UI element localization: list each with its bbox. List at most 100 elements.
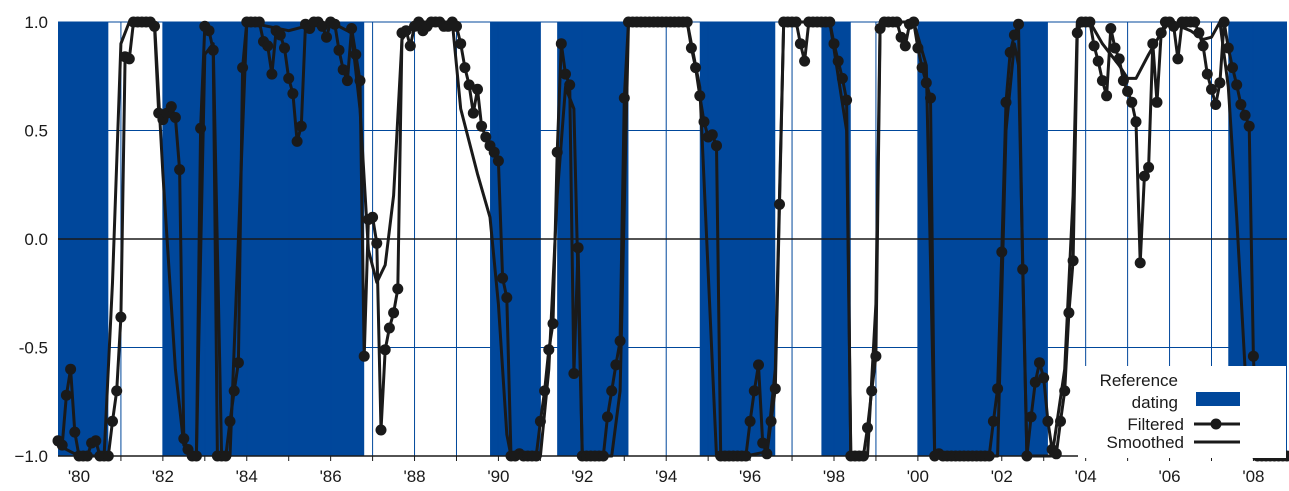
filtered-point [501, 292, 512, 303]
filtered-point [476, 121, 487, 132]
filtered-point [694, 90, 705, 101]
filtered-point [908, 17, 919, 28]
filtered-point [686, 43, 697, 54]
filtered-point [761, 448, 772, 459]
filtered-point [1068, 255, 1079, 266]
filtered-point [682, 17, 693, 28]
filtered-point [1051, 448, 1062, 459]
filtered-point [149, 21, 160, 32]
filtered-point [560, 69, 571, 80]
filtered-point [556, 38, 567, 49]
filtered-point [766, 416, 777, 427]
filtered-point [1198, 40, 1209, 51]
filtered-point [329, 19, 340, 30]
filtered-point [1214, 77, 1225, 88]
filtered-point [1059, 385, 1070, 396]
x-tick-label: '94 [655, 467, 677, 486]
filtered-point [1118, 75, 1129, 86]
filtered-point [711, 140, 722, 151]
filtered-point [1172, 53, 1183, 64]
filtered-point [69, 427, 80, 438]
filtered-point [174, 164, 185, 175]
filtered-point [111, 385, 122, 396]
x-tick-label: '06 [1158, 467, 1180, 486]
filtered-point [1143, 162, 1154, 173]
filtered-point [707, 129, 718, 140]
filtered-point [1005, 47, 1016, 58]
filtered-point [1084, 17, 1095, 28]
filtered-point [1202, 69, 1213, 80]
filtered-point [195, 123, 206, 134]
filtered-point [170, 112, 181, 123]
filtered-point [1235, 99, 1246, 110]
filtered-point [90, 435, 101, 446]
x-tick-label: '82 [152, 467, 174, 486]
filtered-point [493, 155, 504, 166]
filtered-point [1135, 257, 1146, 268]
x-tick-label: '86 [320, 467, 342, 486]
legend-smoothed-label: Smoothed [1107, 433, 1185, 452]
filtered-point [917, 62, 928, 73]
filtered-point [380, 344, 391, 355]
x-tick-label: '02 [991, 467, 1013, 486]
filtered-point [833, 56, 844, 67]
filtered-point [275, 30, 286, 41]
filtered-point [1227, 62, 1238, 73]
filtered-point [606, 385, 617, 396]
legend-reference-label-line2: dating [1132, 393, 1178, 412]
x-tick-label: '92 [571, 467, 593, 486]
filtered-point [862, 422, 873, 433]
x-tick-label: '04 [1075, 467, 1097, 486]
y-tick-label: 1.0 [24, 13, 48, 32]
x-tick-label: '98 [823, 467, 845, 486]
filtered-point [388, 307, 399, 318]
filtered-point [225, 416, 236, 427]
filtered-point [841, 95, 852, 106]
filtered-point [992, 383, 1003, 394]
filtered-point [774, 199, 785, 210]
filtered-point [1210, 99, 1221, 110]
filtered-point [749, 385, 760, 396]
filtered-point [204, 25, 215, 36]
filtered-point [602, 411, 613, 422]
filtered-point [355, 75, 366, 86]
filtered-point [371, 238, 382, 249]
filtered-point [1240, 110, 1251, 121]
filtered-point [1244, 121, 1255, 132]
filtered-point [1026, 411, 1037, 422]
filtered-point [1042, 416, 1053, 427]
filtered-point [346, 23, 357, 34]
filtered-point [824, 17, 835, 28]
filtered-point [610, 359, 621, 370]
legend: Reference dating Filtered Smoothed [1078, 366, 1286, 458]
filtered-point [292, 136, 303, 147]
filtered-point [1089, 40, 1100, 51]
x-tick-label: '08 [1242, 467, 1264, 486]
filtered-point [1193, 27, 1204, 38]
filtered-point [1152, 97, 1163, 108]
filtered-point [468, 108, 479, 119]
filtered-point [548, 318, 559, 329]
filtered-point [543, 344, 554, 355]
filtered-point [384, 323, 395, 334]
filtered-point [451, 21, 462, 32]
filtered-point [262, 40, 273, 51]
filtered-point [1101, 90, 1112, 101]
filtered-point [1001, 97, 1012, 108]
filtered-point [1093, 56, 1104, 67]
filtered-point [321, 32, 332, 43]
filtered-point [1072, 27, 1083, 38]
filtered-point [405, 40, 416, 51]
filtered-point [539, 385, 550, 396]
y-tick-label: −1.0 [14, 447, 48, 466]
filtered-point [208, 45, 219, 56]
filtered-point [925, 93, 936, 104]
filtered-point [891, 17, 902, 28]
filtered-point [107, 416, 118, 427]
filtered-point [615, 336, 626, 347]
filtered-point [1055, 416, 1066, 427]
x-tick-label: '90 [487, 467, 509, 486]
filtered-point [57, 440, 68, 451]
filtered-point [568, 368, 579, 379]
filtered-point [753, 359, 764, 370]
